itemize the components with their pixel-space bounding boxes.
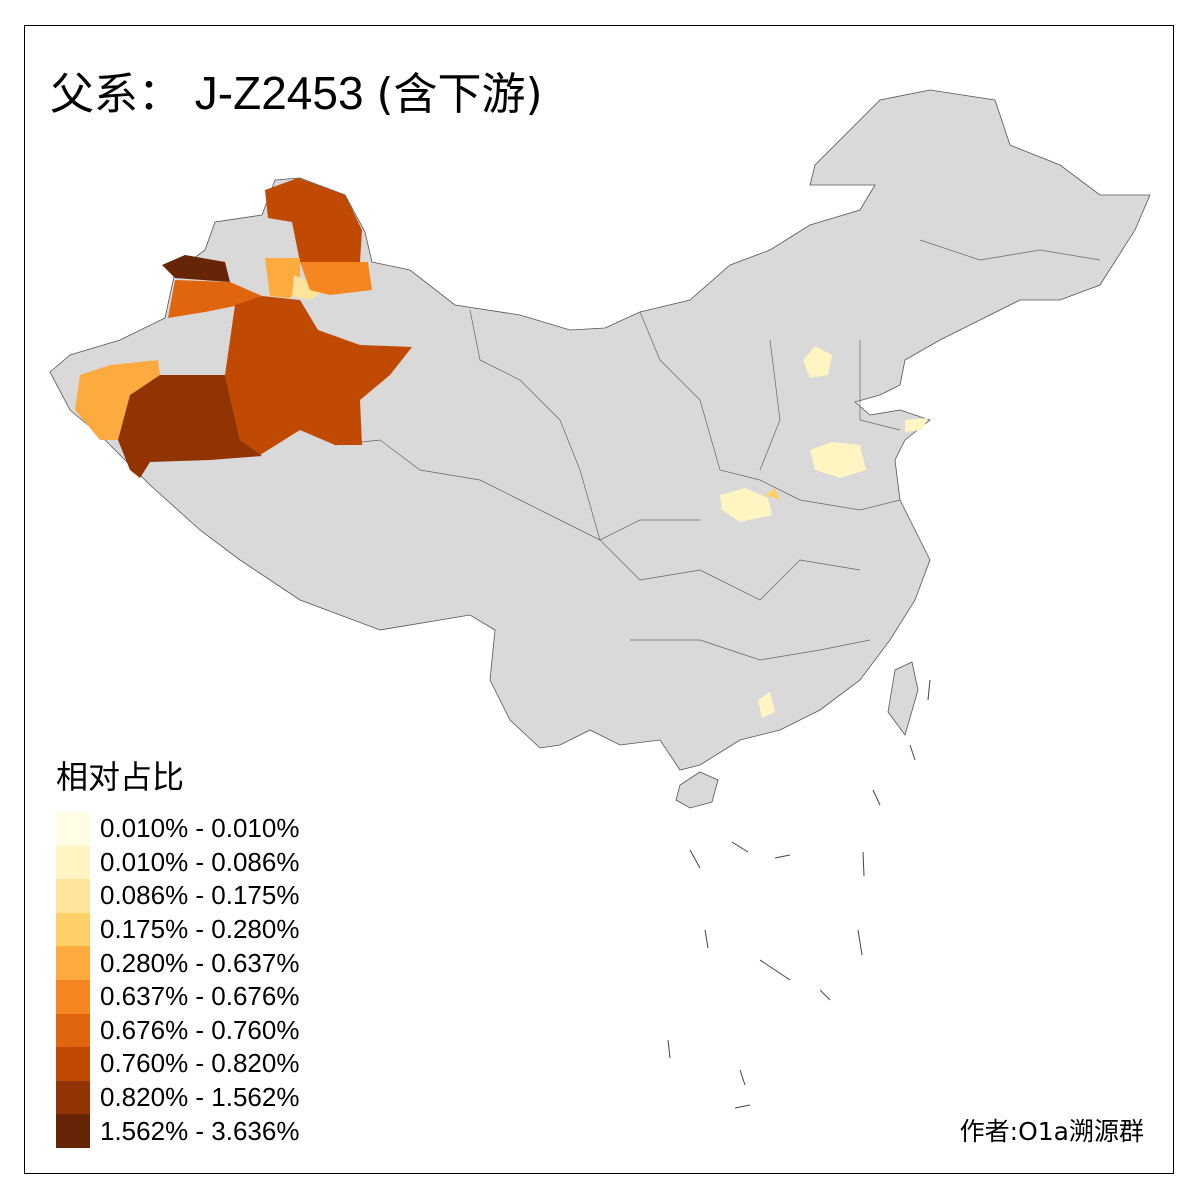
legend-swatch: [56, 845, 90, 880]
legend-label: 0.010% - 0.010%: [100, 813, 300, 844]
legend-item: 0.676% - 0.760%: [56, 1013, 300, 1048]
region-shandong-west: [810, 442, 866, 478]
legend-title: 相对占比: [56, 758, 185, 796]
legend-item: 0.086% - 0.175%: [56, 879, 299, 913]
legend-item: 0.760% - 0.820%: [56, 1047, 299, 1081]
region-beijing: [803, 346, 832, 378]
legend-swatch: [56, 812, 90, 846]
title-haplogroup: J-Z2453: [194, 67, 364, 119]
legend-item: 0.280% - 0.637%: [56, 946, 299, 980]
legend-swatch: [56, 1047, 90, 1081]
region-altay: [265, 178, 362, 262]
region-henan-south: [720, 488, 772, 522]
region-karamay: [292, 275, 322, 300]
legend-item: 0.010% - 0.086%: [56, 845, 300, 880]
region-henan-spot: [765, 488, 780, 500]
region-qingdao: [905, 418, 928, 432]
region-bayingolin: [225, 296, 412, 455]
legend-label: 0.820% - 1.562%: [100, 1082, 300, 1113]
legend-item: 0.637% - 0.676%: [56, 979, 300, 1014]
legend-label: 0.280% - 0.637%: [100, 947, 300, 978]
region-ili: [168, 280, 262, 318]
colored-regions: [75, 178, 928, 718]
legend-swatch: [56, 912, 90, 947]
map-frame: [24, 25, 1174, 1174]
legend-label: 1.562% - 3.636%: [100, 1115, 300, 1146]
taiwan-island: [887, 661, 919, 736]
title-suffix: (含下游): [376, 69, 543, 120]
legend-label: 0.175% - 0.280%: [100, 914, 300, 945]
legend-label: 0.676% - 0.760%: [100, 1014, 300, 1045]
legend-swatch: [56, 1080, 90, 1115]
province-borders: [334, 239, 1101, 661]
legend-item: 1.562% - 3.636%: [56, 1114, 299, 1148]
legend-label: 0.086% - 0.175%: [100, 880, 300, 911]
legend: 相对占比 0.010% - 0.010% 0.010% - 0.086% 0.086…: [56, 752, 299, 1148]
legend-swatch: [56, 1114, 90, 1148]
title-prefix: 父系：: [50, 69, 182, 120]
legend-label: 0.637% - 0.676%: [100, 981, 300, 1012]
legend-swatch: [56, 1013, 90, 1048]
region-guangdong-spot: [758, 692, 775, 718]
legend-label: 0.010% - 0.086%: [100, 846, 300, 877]
hainan-island: [675, 771, 719, 809]
map-title: 父系： J-Z2453 (含下游): [50, 58, 543, 122]
region-tacheng: [265, 258, 300, 298]
legend-item: 0.010% - 0.010%: [56, 812, 299, 846]
legend-item: 0.820% - 1.562%: [56, 1080, 300, 1115]
region-hotan: [118, 375, 262, 478]
region-changji: [300, 262, 372, 295]
author-credit: 作者:O1a溯源群: [959, 1117, 1144, 1146]
legend-swatch: [56, 946, 90, 980]
legend-label: 0.760% - 0.820%: [100, 1048, 300, 1079]
region-kashgar: [75, 360, 160, 440]
region-bortala: [162, 255, 230, 282]
south-china-sea-islands: [667, 679, 931, 1109]
legend-swatch: [56, 979, 90, 1014]
legend-item: 0.175% - 0.280%: [56, 912, 300, 947]
legend-swatch: [56, 879, 90, 913]
